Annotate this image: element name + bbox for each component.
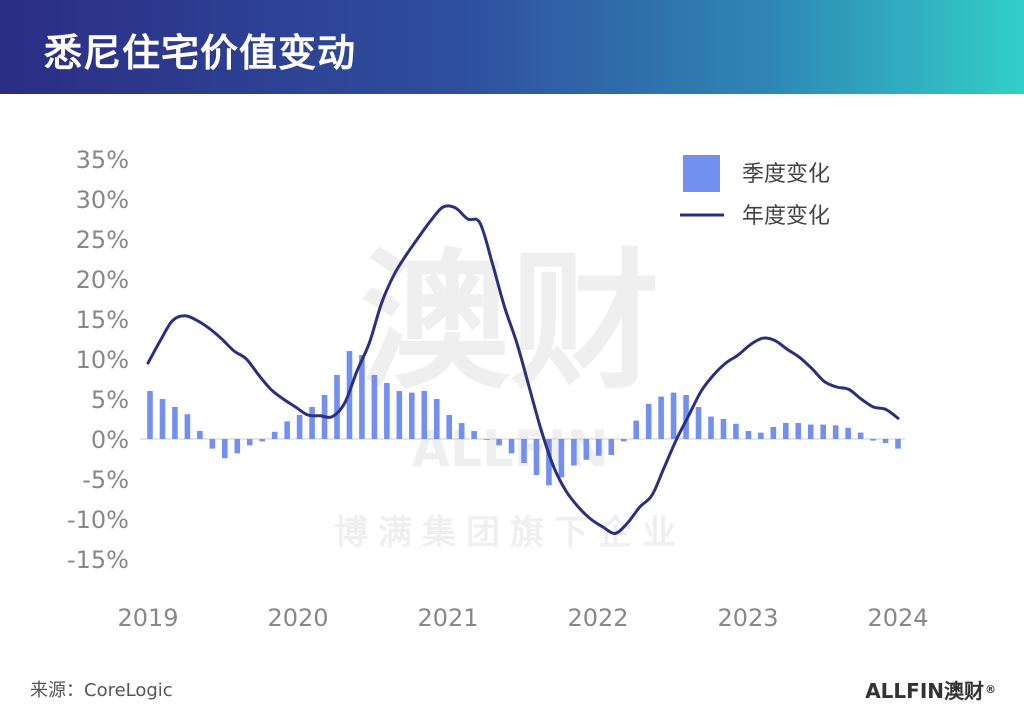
chart: 澳财 ALLFIN 博满集团旗下企业 35%30%25%20%15%10%5%0…	[67, 146, 929, 632]
bar	[471, 431, 477, 439]
registered-mark-icon: ®	[985, 683, 996, 696]
line-series	[146, 204, 900, 535]
watermark-sub: 博满集团旗下企业	[334, 513, 686, 553]
bar	[384, 383, 390, 439]
bar	[222, 439, 228, 459]
bar	[758, 432, 764, 439]
bar	[807, 424, 814, 439]
y-axis: 35% 30% 25% 20% 15% 10% 5% 0% -5% -10% -15%	[67, 146, 129, 574]
bar	[284, 421, 290, 439]
x-tick-label: 2022	[567, 604, 628, 632]
bar	[795, 423, 802, 439]
bar	[596, 439, 602, 456]
bar	[433, 399, 440, 439]
x-tick-label: 2024	[867, 604, 928, 632]
bar	[446, 415, 452, 439]
bar	[259, 439, 265, 442]
bar	[184, 414, 191, 439]
bar	[620, 439, 627, 442]
bar	[334, 375, 340, 439]
bar	[483, 439, 490, 440]
y-tick-label: 25%	[76, 226, 129, 254]
header-banner: 悉尼住宅价值变动	[0, 0, 1024, 94]
bar	[209, 439, 216, 449]
x-tick-label: 2023	[717, 604, 778, 632]
bar	[197, 431, 203, 439]
y-tick-label: 10%	[76, 346, 129, 374]
bar	[359, 355, 365, 439]
legend-bar-swatch	[683, 155, 720, 192]
bar	[546, 439, 552, 486]
bar	[296, 415, 303, 439]
y-tick-label: 20%	[76, 266, 129, 294]
bar	[521, 439, 527, 463]
bar	[571, 439, 577, 466]
y-tick-label: -5%	[82, 466, 129, 494]
page-title: 悉尼住宅价值变动	[44, 31, 357, 75]
bar	[882, 439, 889, 443]
bar	[895, 439, 901, 449]
bar	[608, 439, 615, 455]
bar	[533, 439, 540, 475]
bar	[159, 399, 166, 439]
x-tick-label: 2021	[417, 604, 478, 632]
bar	[857, 432, 864, 439]
bar	[234, 439, 241, 454]
allfin-logo: ALLFIN澳财 ®	[865, 675, 996, 704]
y-tick-label: 5%	[91, 386, 129, 414]
bar	[246, 439, 253, 446]
y-tick-label: 15%	[76, 306, 129, 334]
bar	[371, 375, 378, 439]
bar	[645, 403, 652, 439]
bar	[870, 439, 876, 441]
bar	[720, 419, 727, 439]
bar	[770, 427, 777, 439]
bar	[421, 391, 428, 439]
bar	[271, 431, 278, 439]
legend: 季度变化 年度变化	[680, 155, 830, 229]
source-note: 来源：CoreLogic	[30, 680, 173, 701]
y-tick-label: -10%	[67, 506, 129, 534]
bar	[845, 427, 851, 439]
y-tick-label: 0%	[91, 426, 129, 454]
bar	[583, 439, 590, 460]
bar	[396, 391, 403, 439]
bar	[832, 425, 839, 439]
bar	[745, 431, 752, 439]
x-tick-label: 2020	[267, 604, 328, 632]
bar	[458, 423, 465, 439]
logo-text: ALLFIN澳财	[865, 679, 984, 703]
bar	[733, 423, 739, 439]
bar	[172, 407, 178, 439]
bar	[558, 439, 565, 478]
x-axis: 2019 2020 2021 2022 2023 2024	[117, 604, 928, 632]
bar-series	[147, 351, 901, 486]
bar	[683, 395, 689, 439]
y-tick-label: 30%	[76, 186, 129, 214]
annual-change-line	[146, 204, 900, 535]
bar	[633, 420, 639, 439]
bar	[820, 424, 826, 439]
bar	[708, 416, 714, 439]
bar	[695, 407, 702, 439]
x-tick-label: 2019	[117, 604, 178, 632]
legend-line-label: 年度变化	[742, 204, 830, 229]
y-tick-label: 35%	[76, 146, 129, 174]
bar	[658, 396, 664, 439]
bar	[508, 439, 515, 454]
bar	[409, 392, 415, 439]
legend-bar-label: 季度变化	[742, 162, 830, 187]
bar	[783, 423, 789, 439]
bar	[670, 392, 677, 439]
bar	[309, 407, 315, 439]
bar	[496, 439, 502, 446]
y-tick-label: -15%	[67, 546, 129, 574]
bar	[147, 391, 153, 439]
